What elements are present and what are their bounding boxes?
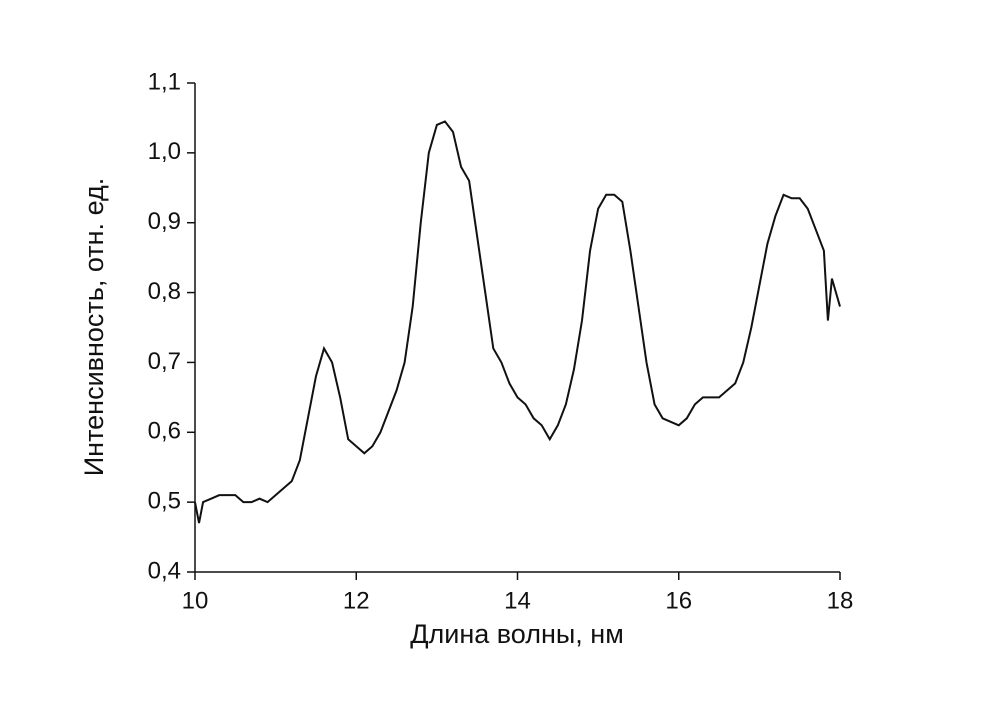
y-tick-label: 0,8 (148, 278, 181, 305)
data-line (194, 120, 841, 524)
x-tick-label: 14 (504, 587, 531, 614)
y-tick-label: 0,5 (148, 487, 181, 514)
y-tick-label: 0,9 (148, 208, 181, 235)
y-tick-label: 0,4 (148, 557, 181, 584)
x-tick-label: 16 (665, 587, 692, 614)
y-tick-label: 1,1 (148, 68, 181, 95)
y-tick-label: 1,0 (148, 138, 181, 165)
x-tick-label: 10 (182, 587, 209, 614)
x-tick-label: 18 (827, 587, 854, 614)
x-tick-label: 12 (343, 587, 370, 614)
y-tick-label: 0,6 (148, 418, 181, 445)
y-axis-label: Интенсивность, отн. ед. (79, 178, 109, 476)
x-axis-label: Длина волны, нм (410, 619, 624, 649)
y-tick-label: 0,7 (148, 348, 181, 375)
